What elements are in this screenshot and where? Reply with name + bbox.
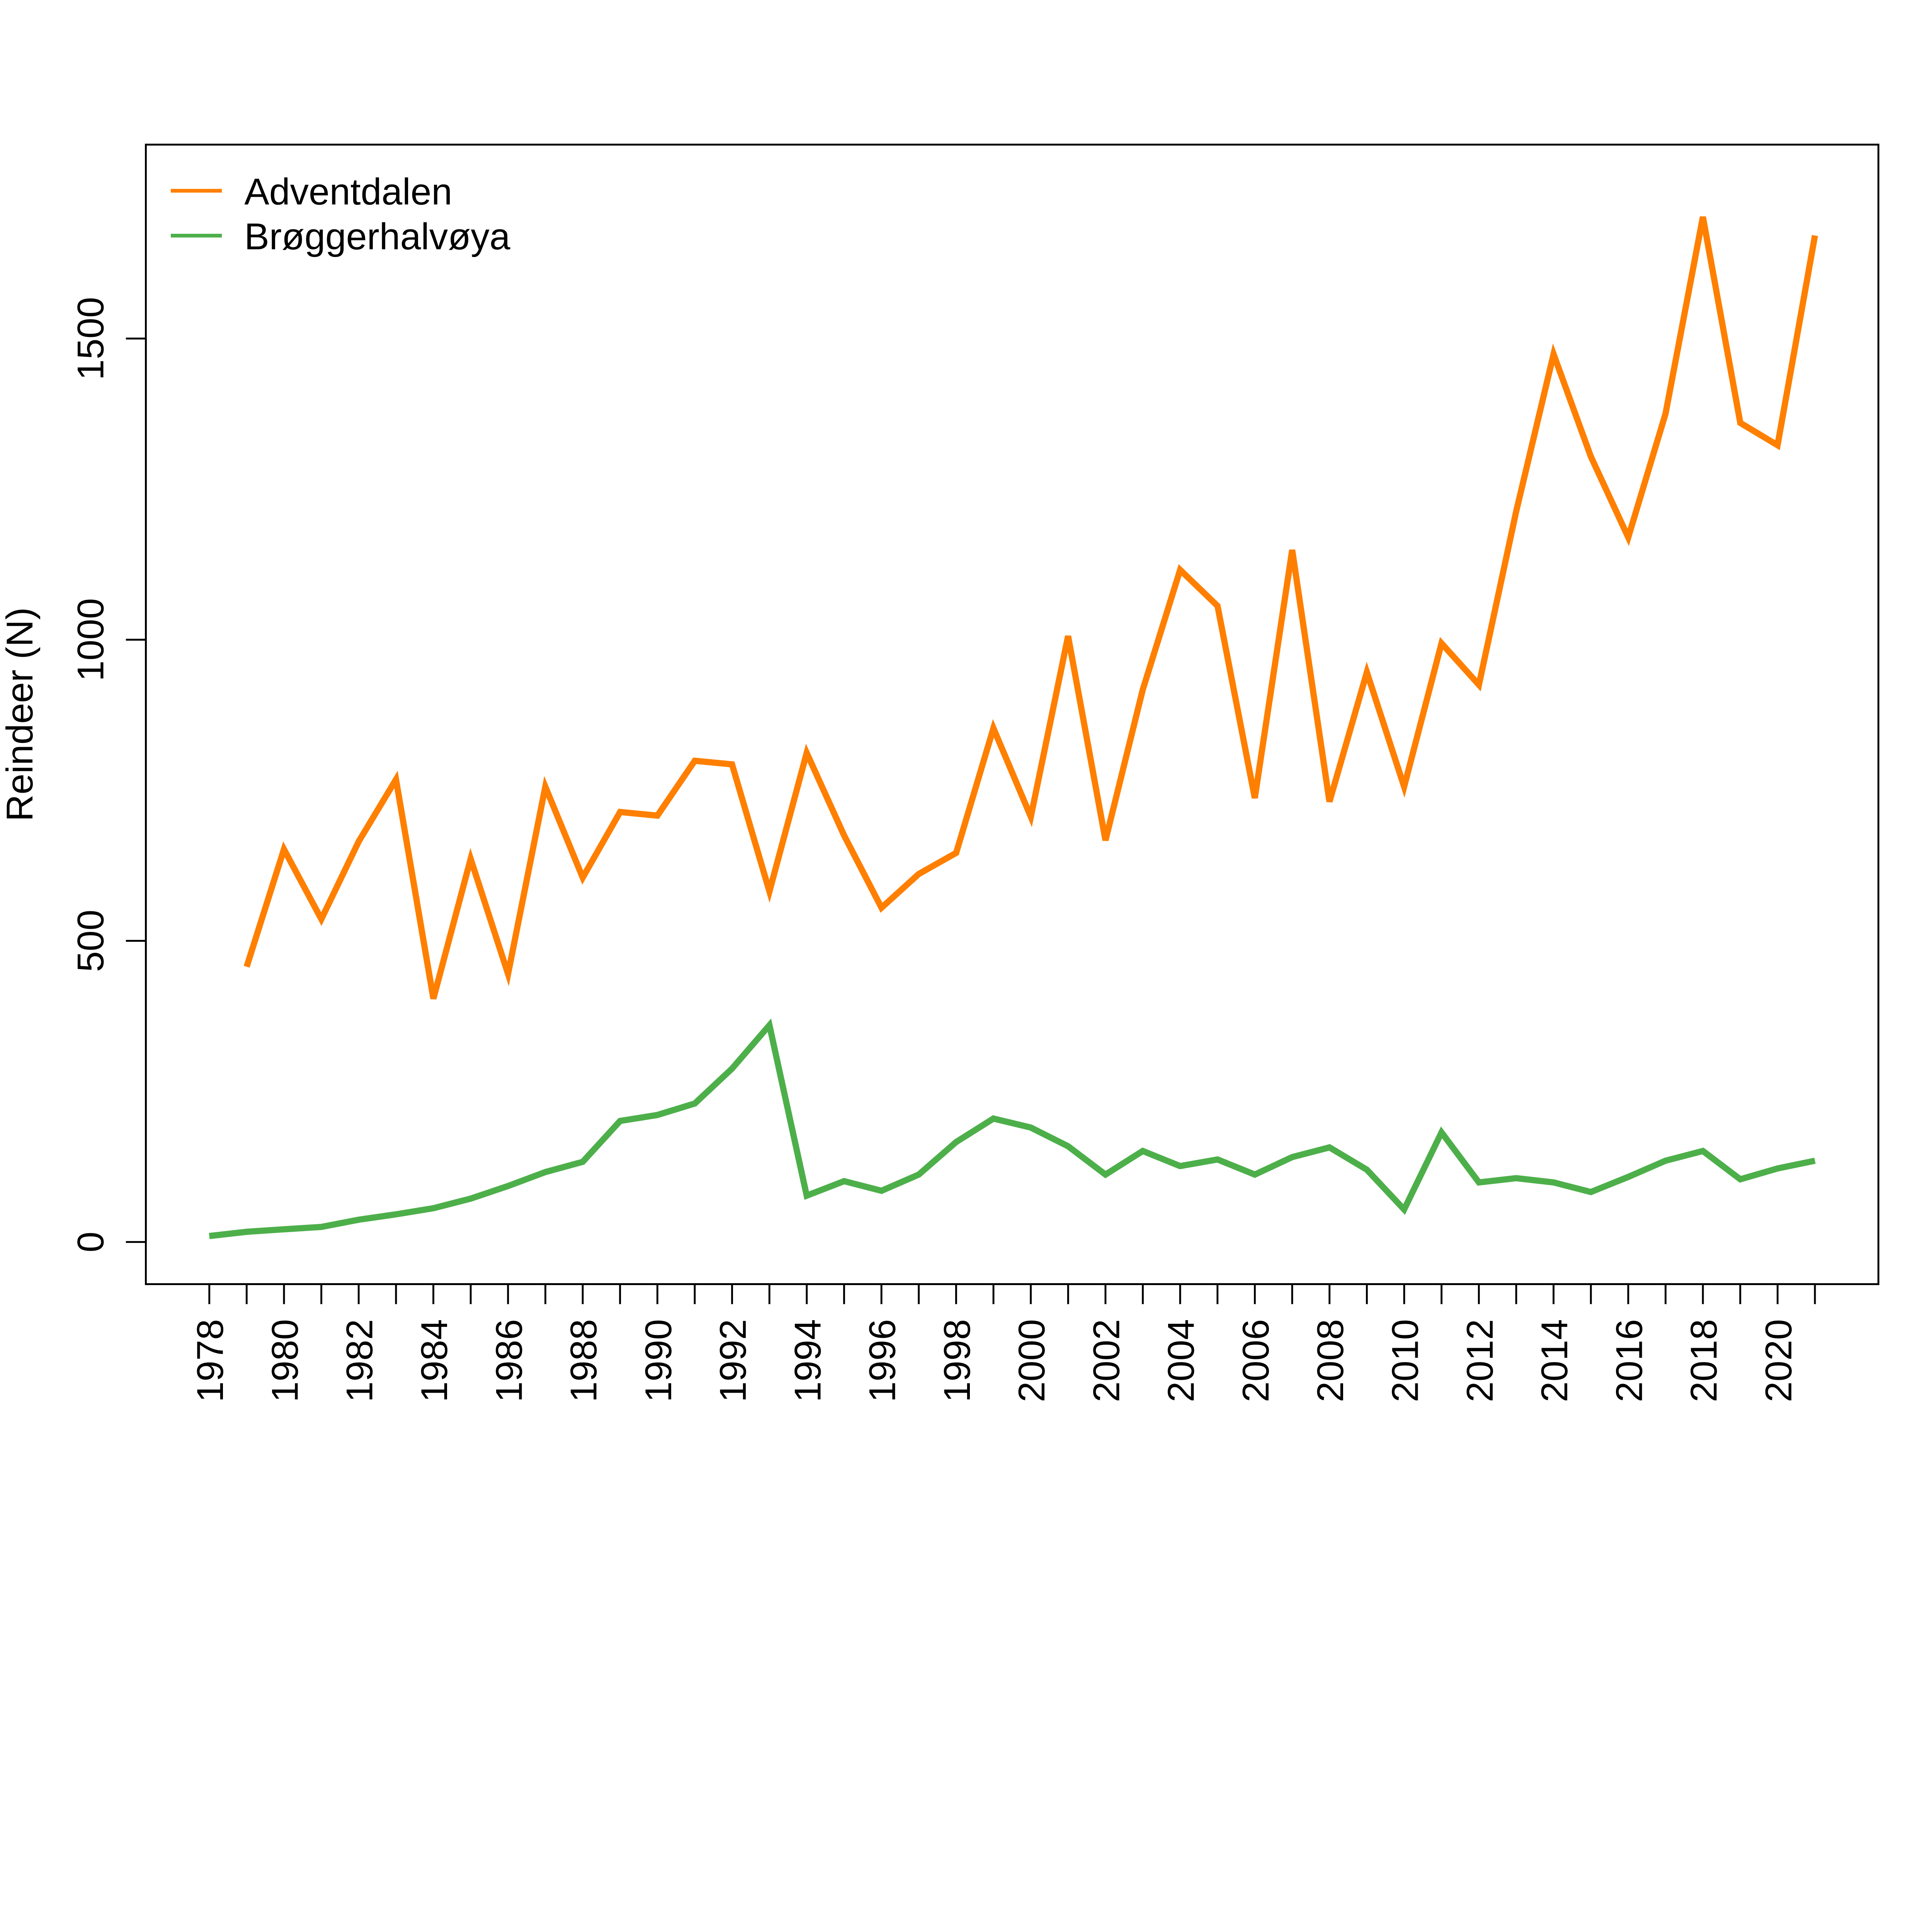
- data-point: [1441, 643, 1442, 644]
- x-tick-label: 2012: [1459, 1319, 1501, 1402]
- x-tick-label: 1998: [936, 1319, 978, 1402]
- data-point: [1628, 537, 1629, 538]
- x-axis: 1978 1980 1982 1984 1986 1988 1990 1992 1994 1996…: [189, 1283, 1816, 1402]
- x-tick-label: 2000: [1010, 1319, 1053, 1402]
- data-point: [1329, 1147, 1330, 1148]
- plot-frame: [145, 143, 1879, 1285]
- x-tick-label: 1992: [712, 1319, 754, 1402]
- x-tick-label: 2008: [1309, 1319, 1351, 1402]
- y-axis: 0 500 1000 1500: [70, 297, 147, 1253]
- series-line-broggerhalvoya: [209, 1018, 1816, 1239]
- data-point: [1441, 1132, 1442, 1133]
- x-tick-label: 2004: [1160, 1319, 1202, 1402]
- x-tick-label: 1984: [413, 1319, 455, 1402]
- x-tick-label: 1978: [189, 1319, 231, 1402]
- series-line-adventdalen: [243, 216, 1818, 999]
- data-point: [1516, 511, 1517, 512]
- series-lines: [209, 216, 1818, 1239]
- data-point: [1404, 1209, 1405, 1210]
- x-tick-label: 2020: [1757, 1319, 1799, 1402]
- data-point: [993, 728, 994, 729]
- data-point: [769, 891, 770, 892]
- y-tick-label: 500: [70, 910, 112, 972]
- data-point: [881, 907, 882, 908]
- y-tick-label: 0: [70, 1232, 112, 1253]
- x-tick-label: 2002: [1085, 1319, 1127, 1402]
- data-point: [1553, 1182, 1554, 1183]
- x-tick-label: 2016: [1608, 1319, 1650, 1402]
- legend-label-broggerhalvoya: Brøggerhalvøya: [244, 215, 510, 257]
- data-point: [657, 815, 658, 816]
- x-tick-label: 1982: [338, 1319, 381, 1402]
- x-tick-label: 1988: [563, 1319, 605, 1402]
- legend: Adventdalen Brøggerhalvøya: [170, 170, 510, 257]
- data-point: [433, 1208, 434, 1209]
- x-tick-label: 1980: [264, 1319, 306, 1402]
- data-point: [1105, 840, 1106, 841]
- x-tick-label: 2006: [1235, 1319, 1277, 1402]
- x-tick-label: 2014: [1533, 1319, 1575, 1402]
- x-tick-label: 2018: [1683, 1319, 1725, 1402]
- legend-label-adventdalen: Adventdalen: [244, 170, 452, 213]
- line-chart: 0 500 1000 1500 1978 1980 1982 1984 1986 1988 199…: [0, 143, 1879, 1402]
- y-axis-label: Reindeer (N): [0, 607, 41, 821]
- x-tick-label: 2010: [1384, 1319, 1426, 1402]
- x-tick-label: 1996: [861, 1319, 903, 1402]
- y-tick-label: 1500: [70, 297, 112, 380]
- x-tick-label: 1994: [786, 1319, 828, 1402]
- data-point: [1777, 1168, 1778, 1169]
- y-tick-label: 1000: [70, 598, 112, 681]
- x-tick-label: 1986: [488, 1319, 530, 1402]
- x-tick-label: 1990: [637, 1319, 679, 1402]
